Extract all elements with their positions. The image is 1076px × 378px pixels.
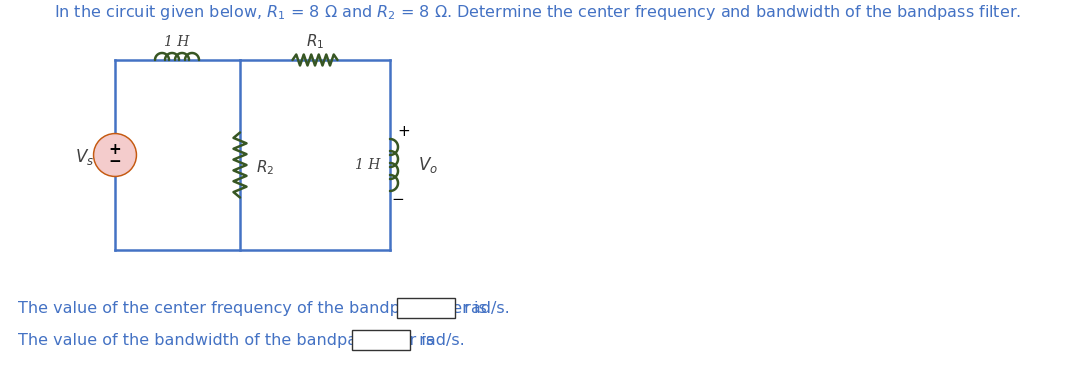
Text: $R_2$: $R_2$: [256, 159, 274, 177]
Text: 1 H: 1 H: [165, 35, 189, 49]
Circle shape: [95, 135, 134, 175]
Text: The value of the bandwidth of the bandpass filter is: The value of the bandwidth of the bandpa…: [18, 333, 434, 347]
Text: $V_o$: $V_o$: [417, 155, 438, 175]
Bar: [397, 298, 455, 318]
Text: rad/s.: rad/s.: [458, 301, 510, 316]
Text: rad/s.: rad/s.: [414, 333, 465, 347]
Text: $R_1$: $R_1$: [306, 33, 324, 51]
Text: +: +: [398, 124, 410, 138]
Bar: [352, 330, 410, 350]
Text: +: +: [109, 143, 122, 158]
Circle shape: [94, 133, 137, 177]
Text: The value of the center frequency of the bandpass filter is: The value of the center frequency of the…: [18, 301, 486, 316]
Text: In the circuit given below, $R_1$ = 8 Ω and $R_2$ = 8 Ω. Determine the center fr: In the circuit given below, $R_1$ = 8 Ω …: [55, 3, 1021, 22]
Text: $V_s$: $V_s$: [75, 147, 95, 167]
Text: 1 H: 1 H: [355, 158, 381, 172]
Text: −: −: [392, 192, 405, 206]
Text: −: −: [109, 153, 122, 169]
